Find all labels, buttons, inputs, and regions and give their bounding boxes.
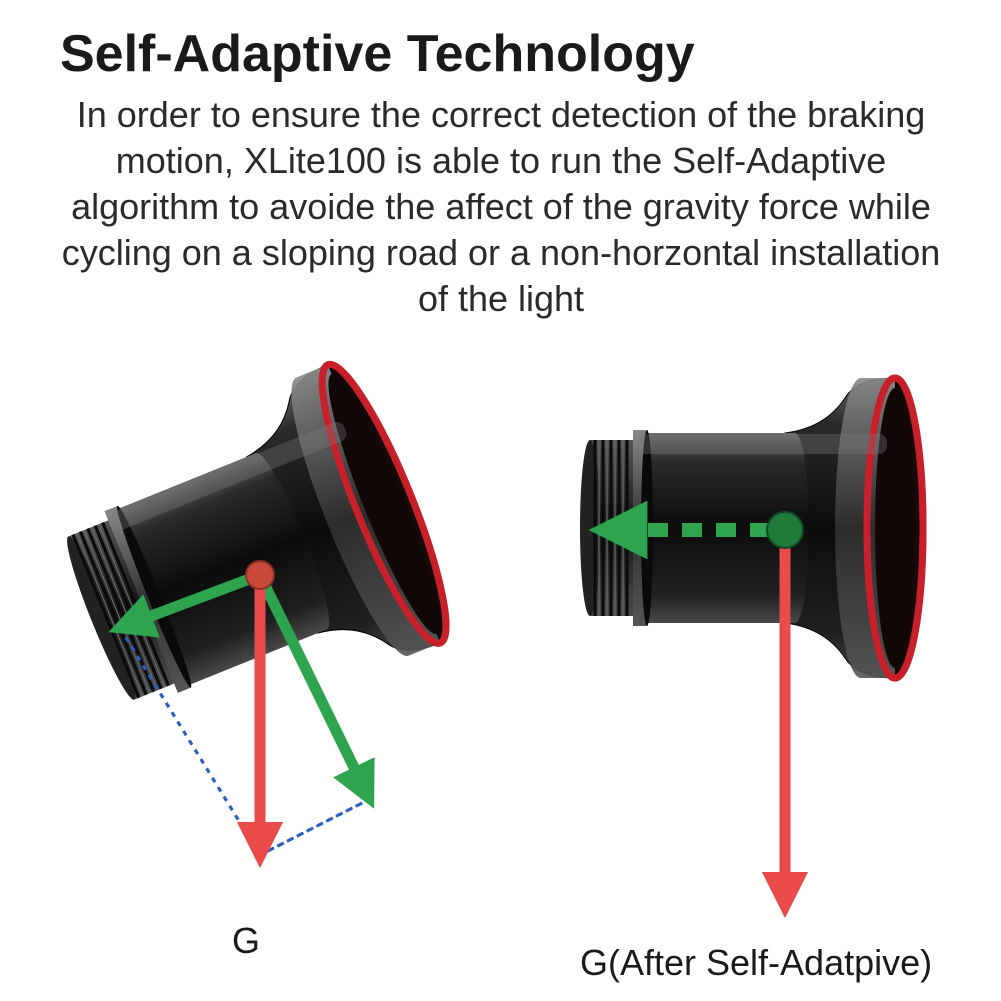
device-left — [36, 354, 466, 761]
diagram-svg — [0, 0, 1001, 1001]
infographic-container: { "text": { "title": "Self-Adaptive Tech… — [0, 0, 1001, 1001]
